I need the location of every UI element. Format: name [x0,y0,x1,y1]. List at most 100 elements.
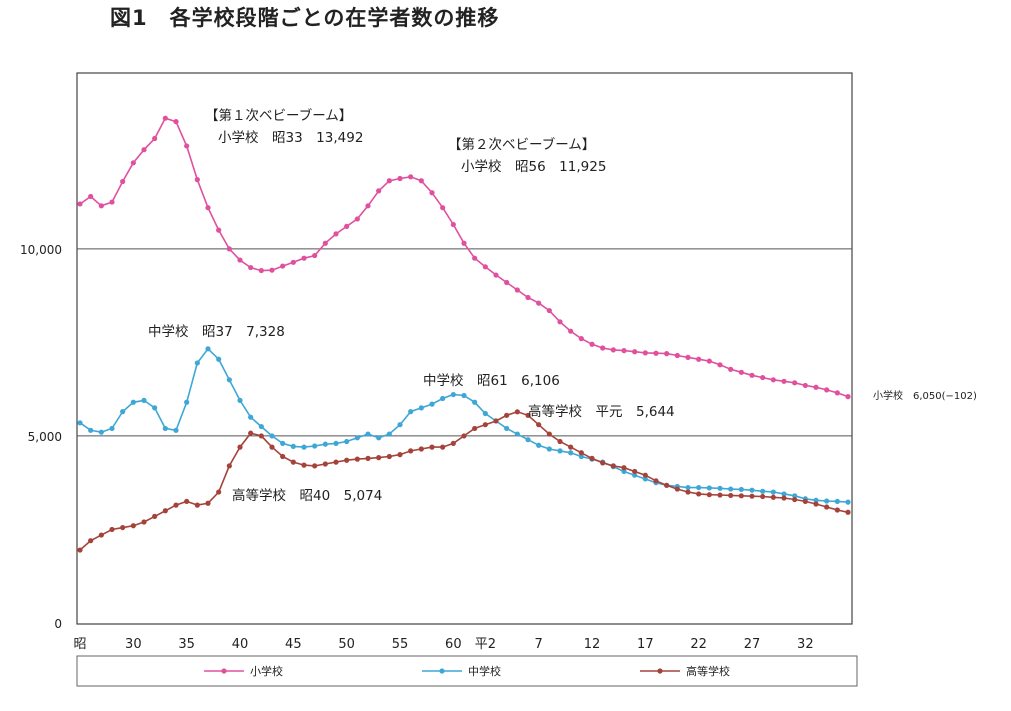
data-point [226,246,232,252]
data-point [194,360,200,366]
data-point [546,446,552,452]
data-point [621,348,627,354]
data-point [173,427,179,433]
annotation-text: 【第１次ベビーブーム】 [205,107,352,124]
data-point [226,463,232,469]
data-point [749,487,755,493]
data-point [248,264,254,271]
data-point [280,440,286,447]
annotation-4: 中学校 昭61 6,106 [423,372,560,389]
data-point [141,519,147,525]
data-point [205,205,211,211]
data-point [397,422,403,428]
data-point [749,372,755,378]
data-point [600,460,606,466]
data-point [354,435,360,441]
data-point [504,279,510,286]
data-point [120,178,126,185]
data-point [717,362,723,368]
legend-entry-1: 小学校 [204,664,283,678]
legend-label: 高等学校 [686,664,730,678]
series-line [79,410,849,551]
data-point [333,459,339,465]
data-point [760,493,766,500]
x-tick-label: 60 [445,637,462,652]
data-point [280,453,286,460]
data-point [162,425,168,432]
x-tick-label: 32 [797,637,814,652]
y-axis: 0 5,000 10,000 [20,243,62,631]
data-point [397,452,403,458]
data-point [440,395,446,402]
data-point [312,463,318,469]
data-point [109,526,115,533]
data-point [824,387,830,393]
x-tick-label: 27 [744,637,761,652]
data-point [322,461,328,467]
data-point [706,358,712,364]
data-point [760,374,766,381]
annotation-5: 高等学校 平元 5,644 [528,403,675,420]
data-point [472,425,478,432]
data-point [376,188,382,194]
data-point [589,341,595,347]
data-point [738,369,744,375]
data-point [120,409,126,415]
data-point [141,397,147,403]
data-point [290,459,296,465]
data-point [312,443,318,449]
data-point [504,412,510,418]
data-point [429,401,435,407]
data-point [408,174,414,180]
legend-marker [657,668,663,674]
data-point [525,294,531,301]
data-point [717,485,723,491]
x-tick-label: 昭 [73,637,86,652]
data-point [621,468,627,475]
annotation-text: 小学校 6,050(−102) [873,389,977,402]
data-point [258,423,264,430]
data-point [290,443,296,450]
data-point [504,425,510,432]
data-point [578,450,584,456]
data-point [568,328,574,334]
data-point [802,382,808,389]
data-point [376,435,382,441]
data-point [461,392,467,399]
data-point [322,441,328,447]
data-point [728,492,734,499]
data-point [824,498,830,504]
x-tick-label: 35 [178,637,195,652]
data-point [109,199,115,205]
data-point [365,431,371,437]
data-point [440,205,446,211]
data-point [88,193,94,200]
data-point [450,440,456,447]
data-point [184,143,190,149]
data-point [162,508,168,514]
data-point [290,259,296,265]
data-point [738,493,744,499]
data-point [770,377,776,383]
data-point [98,203,104,209]
series-group [77,115,851,553]
annotation-6: 高等学校 昭40 5,074 [232,487,382,504]
data-point [386,453,392,460]
data-point [728,366,734,372]
data-point [450,221,456,228]
data-point [237,397,243,403]
data-point [578,453,584,460]
data-point [152,405,158,411]
data-point [344,438,350,445]
legend-entry-2: 中学校 [422,664,501,678]
data-point [685,354,691,360]
data-point [418,178,424,184]
data-point [258,267,264,274]
data-point [429,190,435,196]
data-point [365,455,371,461]
data-point [653,478,659,484]
data-point [642,476,648,482]
data-point [429,444,435,450]
data-point [557,319,563,325]
data-point [98,532,104,538]
